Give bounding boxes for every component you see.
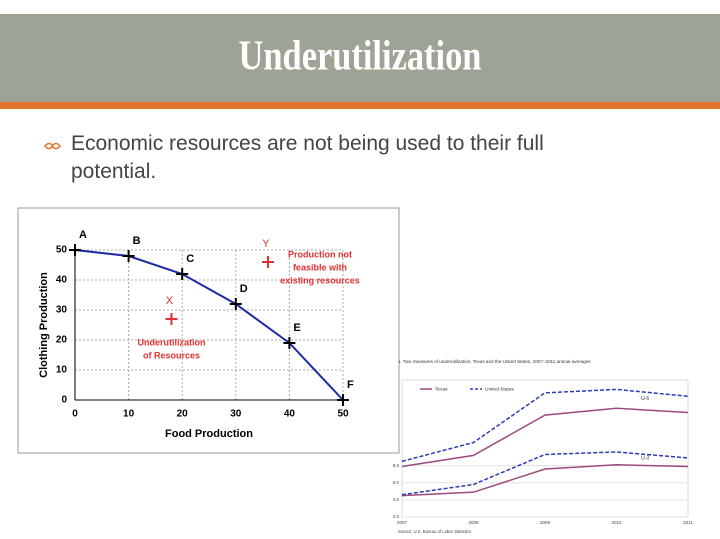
x-tick-label: 40 <box>284 409 296 420</box>
y-tick-label: 4.0 <box>393 497 400 502</box>
point-marker <box>176 268 189 280</box>
legend-label: Texas <box>435 386 448 392</box>
x-tick-label: 50 <box>337 409 349 420</box>
x-tick-label: 10 <box>123 409 135 420</box>
annotation-text: feasible with <box>293 262 347 272</box>
x-tick-label: 2010 <box>611 520 622 525</box>
x-tick-label: 20 <box>177 409 189 420</box>
y-tick-label: 30 <box>56 305 68 316</box>
x-tick-label: 2009 <box>540 520 551 525</box>
point-marker <box>261 256 274 268</box>
annotation-text: of Resources <box>143 350 200 360</box>
x-tick-label: 2007 <box>397 520 408 525</box>
point-label: A <box>79 229 87 241</box>
y-tick-label: 6.0 <box>393 480 400 485</box>
annotation-label: X <box>166 295 174 307</box>
point-label: B <box>133 235 141 247</box>
y-tick-label: 50 <box>56 245 68 256</box>
point-label: D <box>240 283 248 295</box>
series-line <box>401 388 689 463</box>
point-marker <box>229 298 242 310</box>
x-tick-label: 30 <box>230 409 242 420</box>
measure-label: U-6 <box>641 396 649 402</box>
x-tick-label: 0 <box>72 409 78 420</box>
slide-title: Underutilization <box>239 34 482 80</box>
header-band <box>0 14 720 102</box>
point-marker <box>122 250 135 262</box>
point-label: F <box>347 379 354 391</box>
y-tick-label: 2.0 <box>393 514 400 519</box>
y-tick-label: 20 <box>56 335 68 346</box>
point-marker <box>165 313 178 325</box>
point-marker <box>283 337 296 349</box>
chart-frame <box>17 207 400 454</box>
point-label: E <box>293 322 300 334</box>
chart-title: 1. Two measures of underutilization, Tex… <box>398 359 591 364</box>
point-label: C <box>186 253 194 265</box>
point-marker <box>69 244 81 256</box>
point-marker <box>337 394 349 406</box>
bullet-text: Economic resources are not being used to… <box>71 132 544 183</box>
series-line <box>401 407 689 468</box>
x-tick-label: 2008 <box>468 520 479 525</box>
y-tick-label: 0 <box>61 395 67 406</box>
annotation-text: existing resources <box>280 275 360 285</box>
measure-label: U-3 <box>641 456 649 462</box>
annotation-text: Production not <box>288 249 352 259</box>
x-tick-label: 2011 <box>683 520 693 525</box>
y-tick-label: 40 <box>56 275 68 286</box>
series-line <box>401 451 689 496</box>
x-axis-label: Food Production <box>165 428 253 440</box>
y-tick-label: 8.0 <box>393 463 400 468</box>
series-line <box>401 464 689 497</box>
bullet-icon <box>44 142 61 150</box>
y-axis-label: Clothing Production <box>38 272 50 378</box>
y-tick-label: 10 <box>56 365 68 376</box>
annotation-text: Underutilization <box>137 337 205 347</box>
source-note: Source: U.S. Bureau of Labor Statistics <box>398 529 471 534</box>
ppf-curve <box>74 249 344 401</box>
header-rule <box>0 102 720 109</box>
legend-label: United States <box>485 386 514 392</box>
annotation-label: Y <box>262 238 270 250</box>
